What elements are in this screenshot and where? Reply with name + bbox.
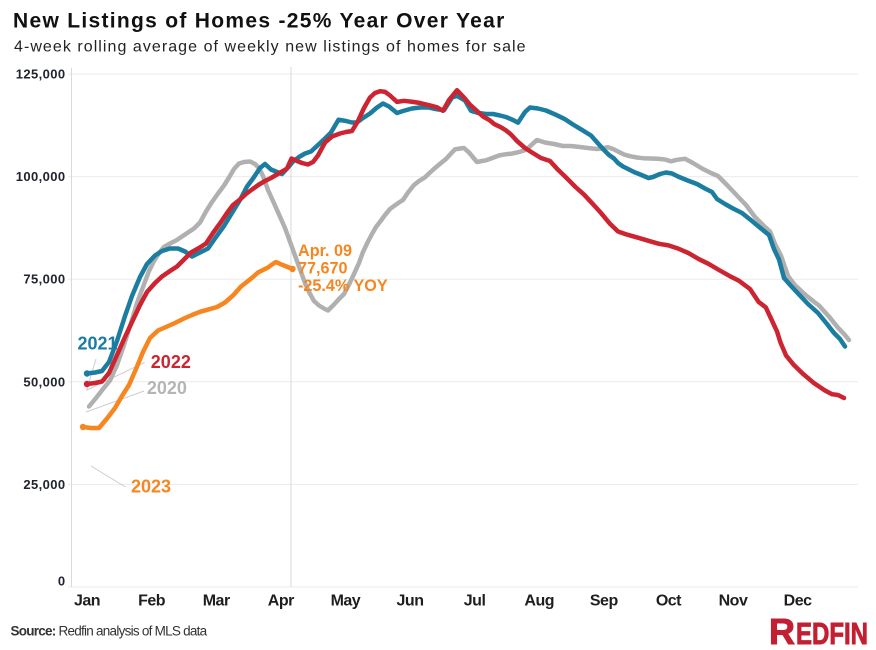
svg-text:77,670: 77,670 [298, 260, 348, 278]
svg-text:Nov: Nov [719, 593, 748, 610]
svg-text:Source: Redfin analysis of MLS: Source: Redfin analysis of MLS data [11, 624, 208, 639]
svg-text:Feb: Feb [138, 593, 166, 610]
svg-text:4-week rolling average of week: 4-week rolling average of weekly new lis… [14, 38, 527, 55]
svg-text:New Listings of Homes -25% Yea: New Listings of Homes -25% Year Over Yea… [13, 10, 506, 33]
svg-text:2023: 2023 [131, 476, 171, 496]
svg-text:2021: 2021 [78, 334, 118, 354]
svg-text:100,000: 100,000 [16, 169, 66, 184]
svg-text:Sep: Sep [590, 593, 619, 610]
svg-text:Oct: Oct [656, 593, 682, 610]
svg-text:2020: 2020 [147, 378, 187, 398]
svg-text:-25.4% YOY: -25.4% YOY [298, 277, 388, 295]
svg-text:Apr: Apr [268, 593, 294, 610]
svg-text:25,000: 25,000 [23, 477, 65, 492]
svg-text:R: R [769, 611, 795, 650]
svg-text:Apr. 09: Apr. 09 [298, 242, 352, 260]
svg-text:Jan: Jan [74, 593, 100, 610]
svg-text:75,000: 75,000 [23, 272, 65, 287]
svg-text:125,000: 125,000 [16, 67, 66, 82]
svg-text:Jun: Jun [397, 593, 424, 610]
svg-text:0: 0 [58, 573, 66, 588]
svg-text:2022: 2022 [151, 352, 191, 372]
svg-text:50,000: 50,000 [23, 374, 65, 389]
svg-text:Aug: Aug [524, 593, 554, 610]
svg-text:Jul: Jul [464, 593, 486, 610]
svg-text:Dec: Dec [784, 593, 812, 610]
svg-text:Mar: Mar [203, 593, 230, 610]
svg-text:May: May [331, 593, 361, 610]
svg-text:EDFIN: EDFIN [796, 616, 868, 650]
